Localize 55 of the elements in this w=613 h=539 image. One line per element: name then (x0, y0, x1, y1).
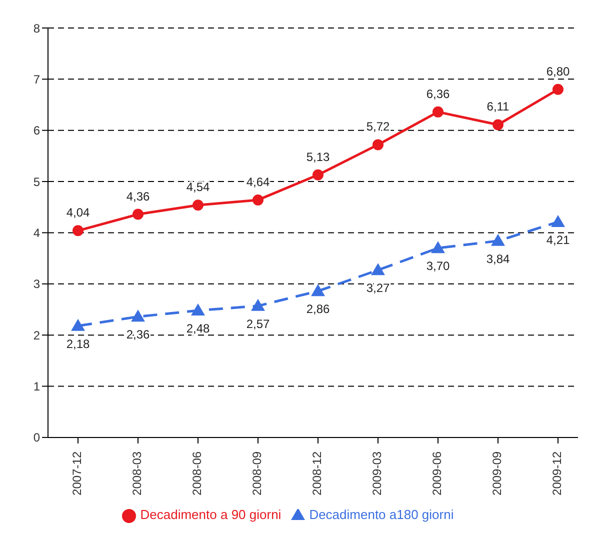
y-tick-label: 0 (33, 430, 40, 445)
x-tick-label: 2008-03 (130, 451, 144, 496)
data-label: 6,11 (486, 100, 510, 114)
point (491, 234, 505, 246)
legend-label: Decadimento a180 giorni (309, 507, 454, 522)
data-label: 4,36 (126, 189, 150, 204)
legend-label: Decadimento a 90 giorni (140, 507, 282, 522)
y-tick-label: 8 (33, 21, 40, 36)
y-tick-label: 4 (33, 226, 40, 240)
point (431, 241, 445, 254)
x-tick-label: 2008-06 (190, 451, 204, 496)
point (71, 318, 85, 331)
data-label: 2,57 (246, 316, 270, 331)
data-label: 3,70 (426, 259, 450, 274)
data-label: 3,84 (486, 252, 510, 266)
y-tick-label: 6 (33, 124, 40, 138)
x-tick-label: 2007-12 (70, 451, 84, 496)
point (251, 298, 265, 311)
point (252, 194, 264, 206)
data-label: 2,48 (186, 322, 210, 336)
y-tick-label: 1 (33, 380, 40, 394)
point (492, 119, 504, 130)
data-label: 6,80 (546, 64, 570, 78)
point (131, 310, 145, 322)
point (371, 263, 385, 276)
point (191, 304, 205, 316)
point (551, 214, 565, 227)
x-tick-label: 2008-12 (310, 451, 324, 496)
data-label: 5,72 (366, 120, 390, 134)
y-tick-label: 7 (33, 72, 40, 86)
data-label: 5,13 (306, 150, 330, 164)
data-label: 4,54 (186, 180, 210, 194)
point (192, 200, 204, 211)
point (432, 106, 444, 118)
data-label: 3,27 (366, 281, 390, 296)
data-label: 6,36 (426, 86, 450, 101)
data-label: 4,04 (66, 206, 90, 220)
point (372, 139, 384, 150)
x-tick-label: 2008-09 (250, 451, 264, 496)
data-label: 4,64 (246, 174, 270, 189)
x-tick-label: 2009-03 (370, 451, 384, 496)
point (311, 284, 325, 296)
x-tick-label: 2009-09 (490, 451, 504, 496)
y-tick-label: 5 (33, 174, 40, 189)
point (312, 169, 324, 180)
data-label: 2,86 (306, 302, 330, 316)
y-tick-label: 2 (33, 328, 40, 342)
y-tick-label: 3 (33, 277, 40, 292)
data-label: 4,21 (546, 232, 570, 247)
data-label: 2,18 (66, 336, 90, 351)
point (72, 225, 84, 236)
point (552, 84, 564, 95)
x-tick-label: 2009-06 (430, 451, 444, 496)
x-tick-label: 2009-12 (550, 451, 564, 496)
point (132, 208, 144, 220)
